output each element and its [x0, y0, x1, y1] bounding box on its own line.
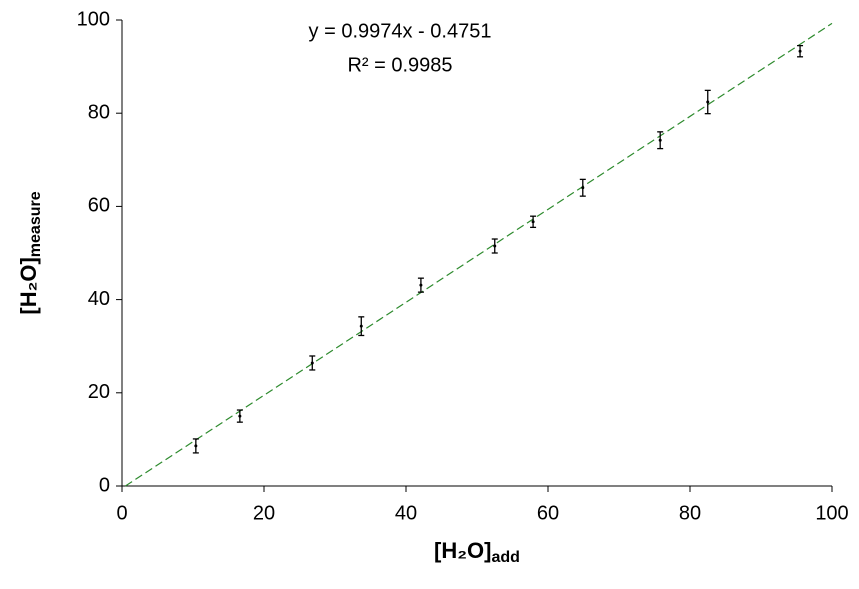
point [706, 100, 710, 104]
x-tick-label: 60 [537, 502, 559, 524]
y-tick-label: 20 [88, 381, 110, 403]
point [419, 283, 423, 287]
point [310, 361, 314, 365]
point [359, 324, 363, 328]
x-tick-label: 40 [395, 502, 417, 524]
point [194, 444, 198, 448]
y-tick-label: 100 [77, 8, 110, 30]
point [531, 220, 535, 224]
y-tick-label: 40 [88, 288, 110, 310]
x-tick-label: 0 [116, 502, 127, 524]
x-tick-label: 80 [679, 502, 701, 524]
x-label-main: [H₂O] [434, 538, 491, 563]
point [658, 138, 662, 142]
x-tick-label: 20 [253, 502, 275, 524]
y-tick-label: 0 [99, 474, 110, 496]
point [238, 414, 242, 418]
y-label-main: [H₂O] [16, 257, 41, 314]
x-label-sub: add [491, 549, 519, 566]
trendline [125, 22, 833, 487]
y-label-sub: measure [27, 191, 44, 257]
r-squared: R² = 0.9985 [347, 54, 452, 76]
point [798, 49, 802, 53]
point [581, 186, 585, 190]
y-axis-label: [H₂O]measure [16, 191, 44, 314]
y-tick-label: 80 [88, 101, 110, 123]
x-axis-label: [H₂O]add [434, 538, 520, 566]
trend-equation: y = 0.9974x - 0.4751 [309, 20, 492, 42]
y-tick-label: 60 [88, 195, 110, 217]
point [493, 244, 497, 248]
x-tick-label: 100 [815, 502, 848, 524]
